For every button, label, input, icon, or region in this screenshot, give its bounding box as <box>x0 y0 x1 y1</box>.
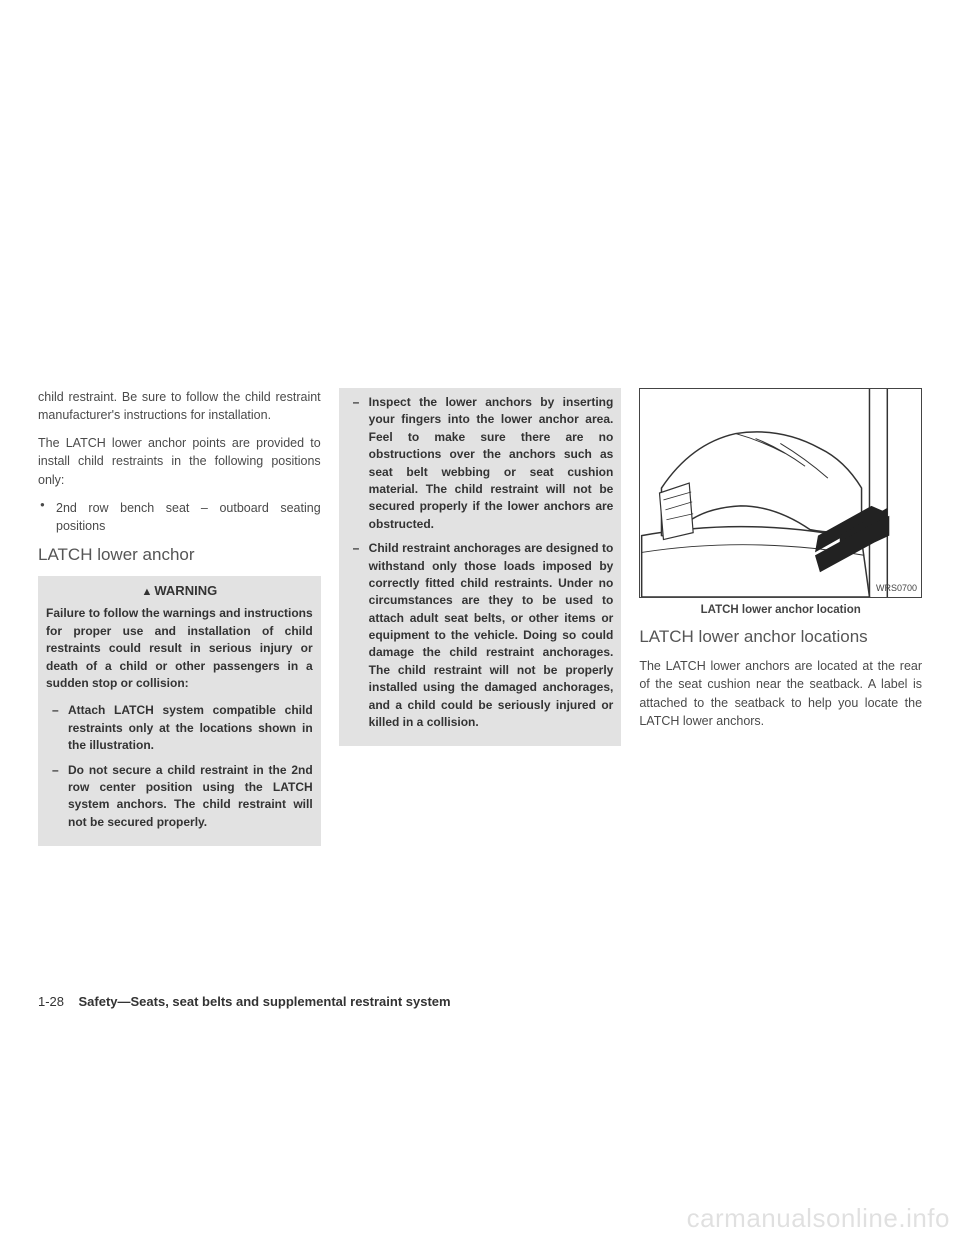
page-number: 1-28 <box>38 994 64 1009</box>
subheading-latch-lower-anchor: LATCH lower anchor <box>38 543 321 568</box>
watermark-text: carmanualsonline.info <box>687 1203 950 1234</box>
warning-dash-list-1: Attach LATCH system compatible child res… <box>46 702 313 831</box>
warning-dash-item: Do not secure a child restraint in the 2… <box>46 762 313 832</box>
bullet-list: 2nd row bench seat – outboard seating po… <box>38 499 321 535</box>
warning-dash-item: Child restraint anchorages are designed … <box>347 540 614 731</box>
section-title: Safety—Seats, seat belts and supplementa… <box>78 994 450 1009</box>
warning-dash-item: Inspect the lower anchors by inserting y… <box>347 394 614 533</box>
column-2: Inspect the lower anchors by inserting y… <box>339 388 622 846</box>
latch-locations-body: The LATCH lower anchors are located at t… <box>639 657 922 730</box>
figure-latch-anchor: WRS0700 <box>639 388 922 598</box>
bullet-item: 2nd row bench seat – outboard seating po… <box>38 499 321 535</box>
page-content: child restraint. Be sure to follow the c… <box>38 388 922 846</box>
warning-dash-item: Attach LATCH system compatible child res… <box>46 702 313 754</box>
intro-paragraph-2: The LATCH lower anchor points are provid… <box>38 434 321 488</box>
warning-intro-text: Failure to follow the warnings and instr… <box>46 605 313 692</box>
warning-label: WARNING <box>154 583 217 598</box>
warning-box: ▲WARNING Failure to follow the warnings … <box>38 576 321 847</box>
figure-caption: LATCH lower anchor location <box>639 602 922 619</box>
warning-box-continued: Inspect the lower anchors by inserting y… <box>339 388 622 746</box>
warning-title: ▲WARNING <box>46 582 313 601</box>
page-footer: 1-28 Safety—Seats, seat belts and supple… <box>38 994 451 1009</box>
column-3: WRS0700 LATCH lower anchor location LATC… <box>639 388 922 846</box>
hand-seat-illustration <box>640 389 921 597</box>
intro-paragraph-1: child restraint. Be sure to follow the c… <box>38 388 321 424</box>
warning-icon: ▲ <box>141 586 152 598</box>
subheading-latch-locations: LATCH lower anchor locations <box>639 625 922 650</box>
columns-wrap: child restraint. Be sure to follow the c… <box>38 388 922 846</box>
column-1: child restraint. Be sure to follow the c… <box>38 388 321 846</box>
warning-dash-list-2: Inspect the lower anchors by inserting y… <box>347 394 614 731</box>
figure-code: WRS0700 <box>876 582 917 595</box>
